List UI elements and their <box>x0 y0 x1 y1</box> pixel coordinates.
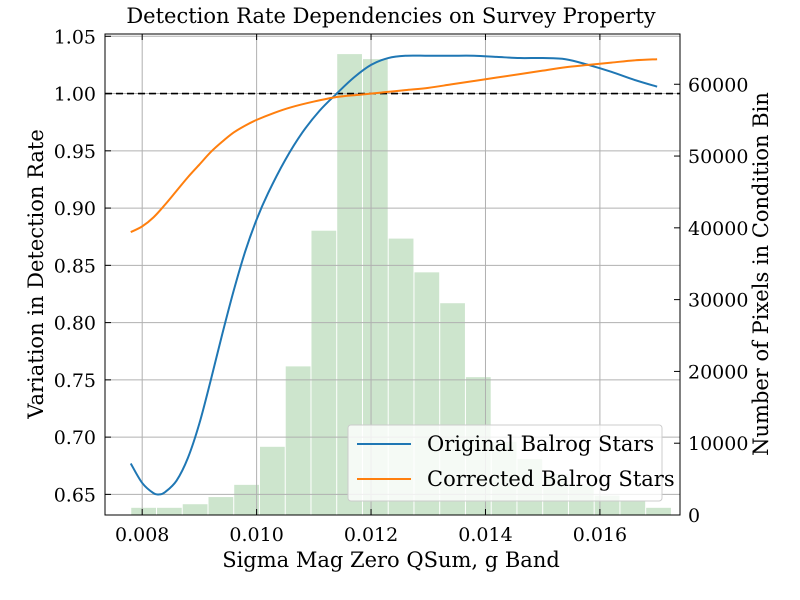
y-tick-label-left: 0.90 <box>54 198 96 220</box>
y-tick-label-left: 0.80 <box>54 313 96 335</box>
legend-box <box>347 424 663 502</box>
y-tick-label-right: 10000 <box>688 433 748 455</box>
x-axis-label: Sigma Mag Zero QSum, g Band <box>222 548 560 572</box>
y-tick-label-left: 0.85 <box>54 255 96 277</box>
histogram-bar <box>234 484 259 515</box>
y-tick-label-right: 20000 <box>688 361 748 383</box>
y-tick-label-right: 50000 <box>688 146 748 168</box>
series-line-original <box>129 54 658 496</box>
x-tick-label: 0.008 <box>115 524 169 546</box>
plot-frame <box>104 33 681 516</box>
y-tick-label-left: 0.95 <box>54 141 96 163</box>
histogram-bar <box>620 500 646 515</box>
histogram-bar <box>208 497 234 515</box>
x-tick-label: 0.016 <box>573 524 627 546</box>
y-tick-label-left: 1.00 <box>54 84 96 106</box>
legend: Original Balrog Stars Corrected Balrog S… <box>347 424 675 502</box>
y-tick-label-left: 1.05 <box>54 26 96 48</box>
x-tick-label: 0.010 <box>229 524 283 546</box>
y-tick-label-left: 0.65 <box>54 484 96 506</box>
histogram-bar <box>259 446 285 515</box>
chart-title: Detection Rate Dependencies on Survey Pr… <box>126 4 655 28</box>
series-line-corrected <box>130 58 658 234</box>
y-axis-label-left: Variation in Detection Rate <box>24 129 48 420</box>
legend-label-original: Original Balrog Stars <box>427 432 654 456</box>
y-axis-label-right: Number of Pixels in Condition Bin <box>749 92 773 456</box>
histogram-bar <box>156 507 182 515</box>
histogram-bar <box>285 366 311 515</box>
y-tick-label-left: 0.75 <box>54 370 96 392</box>
legend-label-corrected: Corrected Balrog Stars <box>427 467 675 491</box>
y-tick-label-right: 40000 <box>688 218 748 240</box>
y-tick-label-right: 60000 <box>688 74 748 96</box>
x-tick-label: 0.012 <box>344 524 398 546</box>
histogram-bar <box>646 507 671 515</box>
y-tick-label-right: 30000 <box>688 290 748 312</box>
x-tick-label: 0.014 <box>458 524 512 546</box>
series-lines <box>129 54 658 496</box>
axis-ticks: 0.008 0.010 0.012 0.014 0.016 0.65 0.70 0.75 0.8… <box>54 26 749 546</box>
histogram-bar <box>131 507 156 515</box>
y-tick-label-left: 0.70 <box>54 427 96 449</box>
y-tick-label-right: 0 <box>688 505 700 527</box>
histogram-bar <box>182 504 208 515</box>
histogram-bar <box>311 230 337 515</box>
